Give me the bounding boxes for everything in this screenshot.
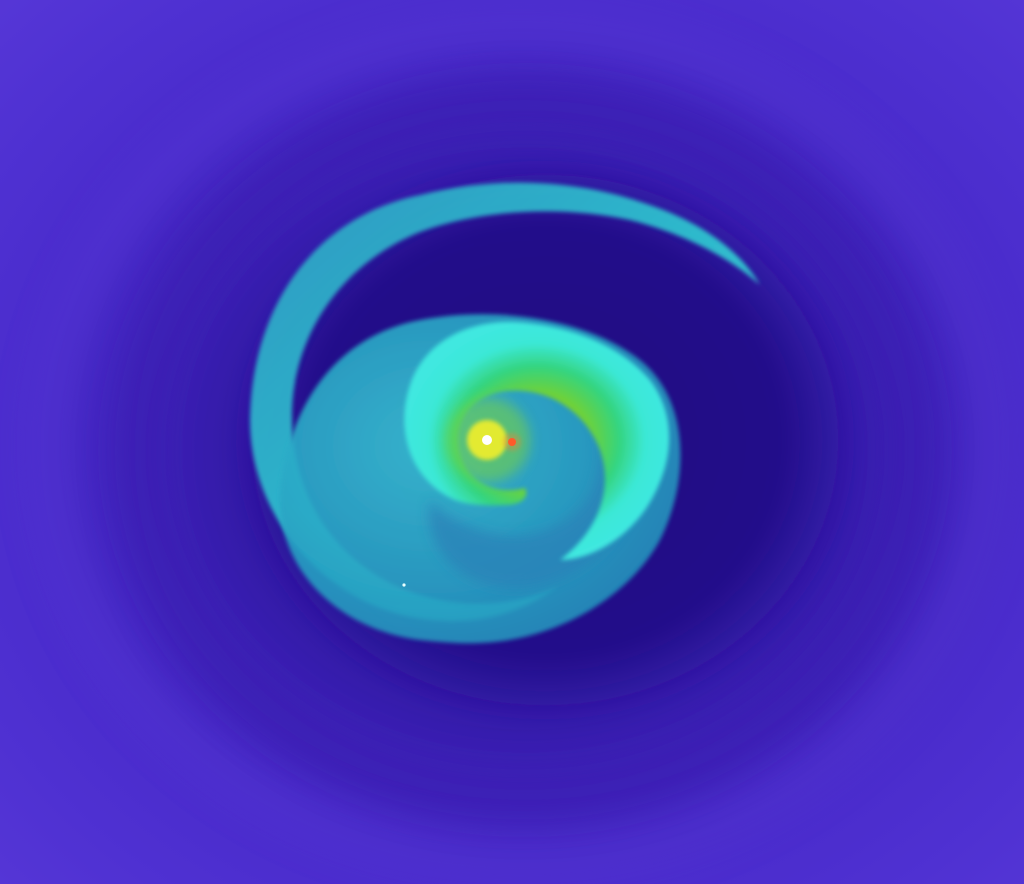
middle-ring — [115, 80, 935, 820]
core-swirl — [404, 321, 670, 560]
speck — [402, 583, 406, 587]
companion-halo — [503, 433, 521, 451]
core-hotspot — [482, 435, 492, 445]
outer-ring — [30, 10, 1010, 880]
